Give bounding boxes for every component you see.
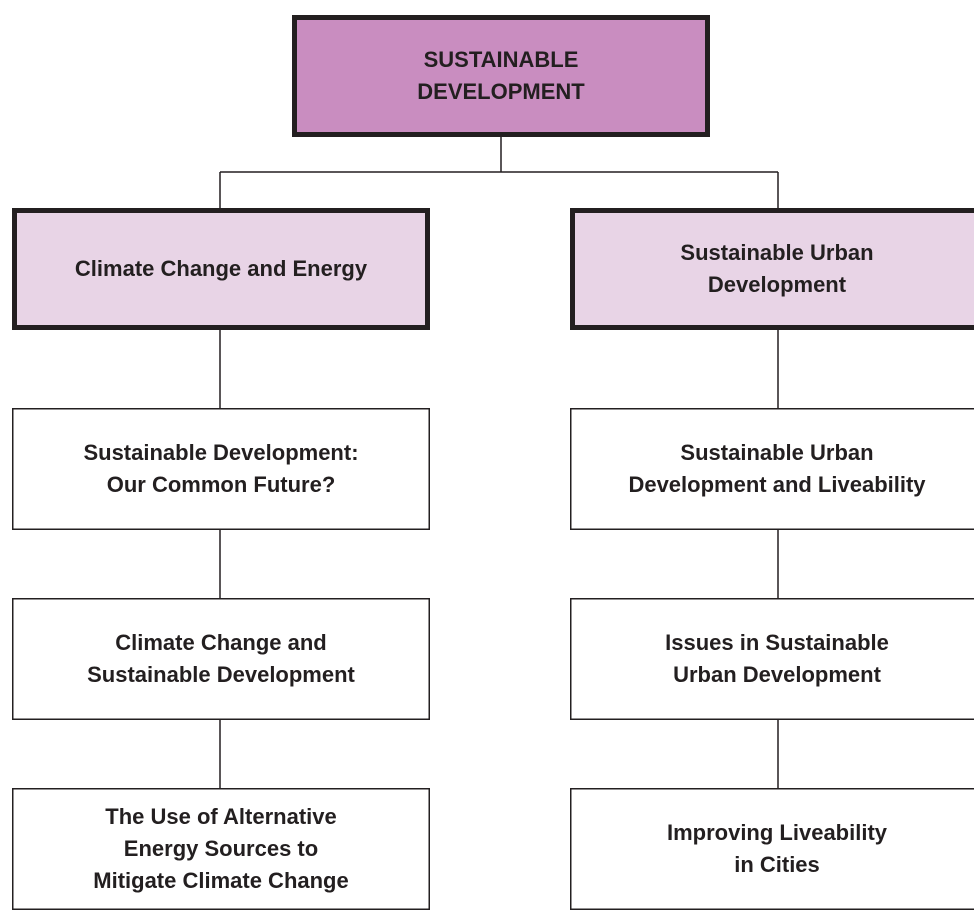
branch-node bbox=[570, 208, 974, 330]
topic-node-label: Issues in Sustainable bbox=[665, 630, 889, 655]
topic-node-label: in Cities bbox=[734, 852, 820, 877]
topic-node-label: Sustainable Development: bbox=[83, 440, 358, 465]
topic-node bbox=[12, 408, 430, 530]
connector bbox=[219, 137, 779, 788]
root-node-label: SUSTAINABLE bbox=[424, 47, 579, 72]
topic-node-label: Mitigate Climate Change bbox=[93, 868, 348, 893]
root-node bbox=[292, 15, 710, 137]
topic-node-label: The Use of Alternative bbox=[105, 804, 336, 829]
branch-node-label: Climate Change and Energy bbox=[75, 256, 368, 281]
topic-node-label: Urban Development bbox=[673, 662, 881, 687]
topic-node bbox=[12, 598, 430, 720]
topic-node-label: Improving Liveability bbox=[667, 820, 888, 845]
root-node-label: DEVELOPMENT bbox=[417, 79, 585, 104]
topic-node-label: Development and Liveability bbox=[628, 472, 926, 497]
topic-node bbox=[12, 788, 430, 910]
topic-node bbox=[570, 598, 974, 720]
topic-node-label: Our Common Future? bbox=[107, 472, 336, 497]
topic-node-label: Sustainable Urban bbox=[680, 440, 873, 465]
branch-node-label: Sustainable Urban bbox=[680, 240, 873, 265]
topic-node-label: Sustainable Development bbox=[87, 662, 355, 687]
topic-node bbox=[570, 408, 974, 530]
branch-node-label: Development bbox=[708, 272, 847, 297]
branch-node bbox=[12, 208, 430, 330]
topic-node-label: Energy Sources to bbox=[124, 836, 318, 861]
topic-node-label: Climate Change and bbox=[115, 630, 326, 655]
topic-node bbox=[570, 788, 974, 910]
